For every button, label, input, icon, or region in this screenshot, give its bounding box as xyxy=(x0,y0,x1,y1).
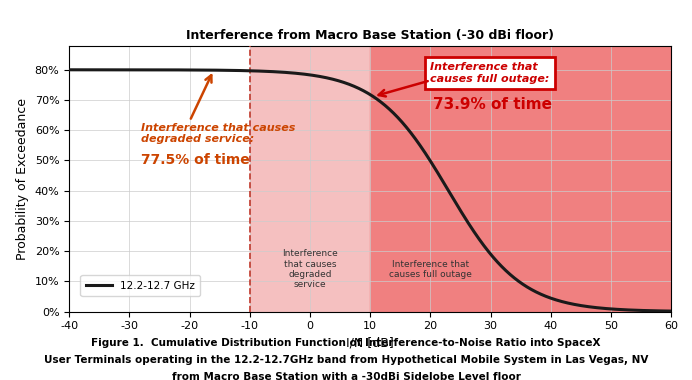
12.2-12.7 GHz xyxy=(95,68,104,72)
Line: 12.2-12.7 GHz: 12.2-12.7 GHz xyxy=(69,70,671,311)
Text: from Macro Base Station with a -30dBi Sidelobe Level floor: from Macro Base Station with a -30dBi Si… xyxy=(172,372,520,380)
X-axis label: I/N [dB]: I/N [dB] xyxy=(346,337,394,350)
Title: Interference from Macro Base Station (-30 dBi floor): Interference from Macro Base Station (-3… xyxy=(186,28,554,42)
12.2-12.7 GHz xyxy=(649,309,657,313)
Text: 73.9% of time: 73.9% of time xyxy=(433,97,552,112)
Bar xyxy=(370,46,671,312)
Text: Interference that
causes full outage: Interference that causes full outage xyxy=(389,260,472,279)
Text: Interference
that causes
degraded
service: Interference that causes degraded servic… xyxy=(282,249,338,290)
Text: User Terminals operating in the 12.2-12.7GHz band from Hypothetical Mobile Syste: User Terminals operating in the 12.2-12.… xyxy=(44,355,648,365)
12.2-12.7 GHz xyxy=(65,68,73,72)
12.2-12.7 GHz xyxy=(539,293,547,298)
12.2-12.7 GHz xyxy=(358,88,366,92)
Y-axis label: Probability of Exceedance: Probability of Exceedance xyxy=(16,98,29,260)
12.2-12.7 GHz xyxy=(650,309,658,313)
Text: 77.5% of time: 77.5% of time xyxy=(141,153,251,167)
Bar xyxy=(250,46,370,312)
Legend: 12.2-12.7 GHz: 12.2-12.7 GHz xyxy=(80,276,200,296)
Text: Interference that causes
degraded service:: Interference that causes degraded servic… xyxy=(141,123,295,144)
12.2-12.7 GHz xyxy=(342,81,350,86)
12.2-12.7 GHz xyxy=(667,309,675,314)
Text: Interference that
causes full outage:: Interference that causes full outage: xyxy=(430,62,550,84)
Text: Figure 1.  Cumulative Distribution Function of Interference-to-Noise Ratio into : Figure 1. Cumulative Distribution Functi… xyxy=(91,338,601,348)
